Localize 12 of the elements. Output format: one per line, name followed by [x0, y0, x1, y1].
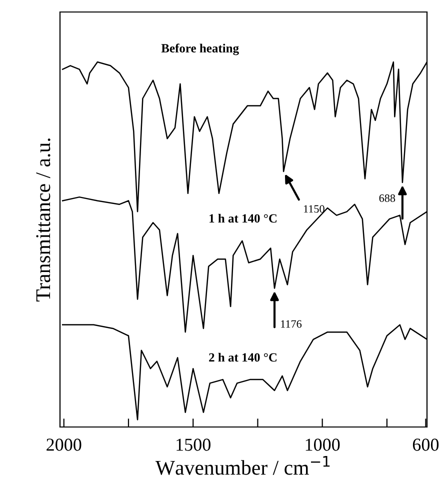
x-tick-label: 600 [412, 438, 439, 451]
series-label: 1 h at 140 °C [210, 214, 276, 223]
x-tick-label: 1000 [306, 438, 340, 451]
annotation: 1150 [304, 205, 324, 213]
annotation: 688 [379, 194, 396, 202]
y-axis-title: Transmittance / a.u. [36, 138, 50, 302]
x-tick-label: 2000 [46, 438, 82, 451]
annotation: 1176 [281, 320, 302, 328]
text: Before heating [161, 44, 239, 56]
x-axis-title: Wavenumber / cm$^{−1}$ [155, 456, 330, 475]
series-label: 2 h at 140 °C [209, 352, 276, 362]
x-tick-label: 1500 [176, 438, 210, 451]
